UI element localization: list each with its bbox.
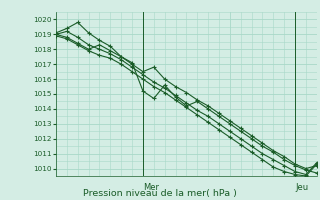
Text: Jeu: Jeu: [295, 183, 308, 192]
Text: Mer: Mer: [143, 183, 159, 192]
Text: Pression niveau de la mer( hPa ): Pression niveau de la mer( hPa ): [83, 189, 237, 198]
